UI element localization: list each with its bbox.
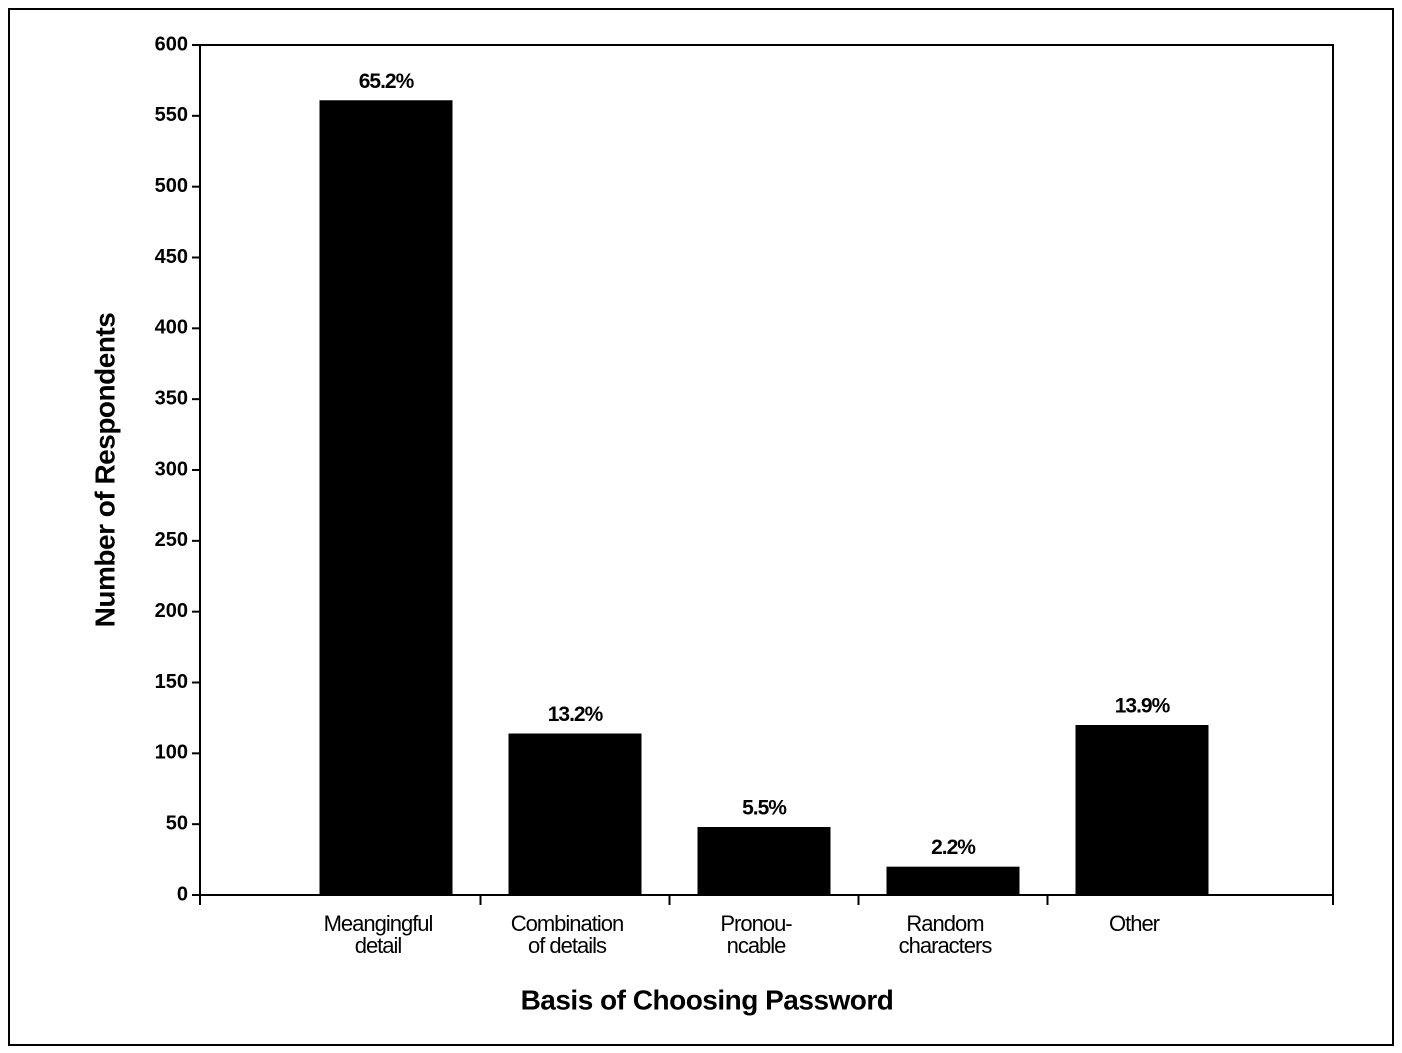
x-tick-label: Meangingful detail: [324, 911, 433, 958]
y-tick-label: 500: [155, 175, 188, 197]
y-tick-label: 100: [155, 742, 188, 764]
bar-label: 13.9%: [1115, 695, 1171, 718]
bar: [319, 100, 453, 895]
y-tick-label: 200: [155, 600, 188, 622]
y-tick-label: 50: [166, 812, 188, 834]
y-tick-label: 400: [155, 317, 188, 339]
x-tick-label: Other: [1109, 911, 1160, 936]
y-tick-label: 0: [177, 883, 188, 905]
x-tick-label: Combination of details: [511, 911, 624, 958]
y-tick-label: 350: [155, 387, 188, 409]
y-axis-title: Number of Respondents: [89, 313, 120, 628]
x-tick-label: Random characters: [899, 911, 993, 958]
y-tick-label: 600: [155, 33, 188, 55]
y-tick-label: 550: [155, 104, 188, 126]
frame: [8, 8, 1394, 1046]
x-tick-label: Pronou-ncable: [720, 911, 792, 958]
y-tick-label: 150: [155, 671, 188, 693]
bar: [508, 733, 642, 895]
bar: [697, 827, 831, 895]
y-tick-label: 450: [155, 246, 188, 268]
x-axis-title: Basis of Choosing Password: [521, 984, 894, 1015]
bar-label: 13.2%: [548, 703, 604, 726]
y-tick-label: 300: [155, 458, 188, 480]
y-tick-label: 250: [155, 529, 188, 551]
bar: [886, 866, 1020, 895]
bar-label: 2.2%: [931, 836, 976, 859]
bar: [1075, 725, 1209, 895]
bar-label: 5.5%: [742, 797, 787, 820]
bar-label: 65.2%: [359, 70, 415, 93]
